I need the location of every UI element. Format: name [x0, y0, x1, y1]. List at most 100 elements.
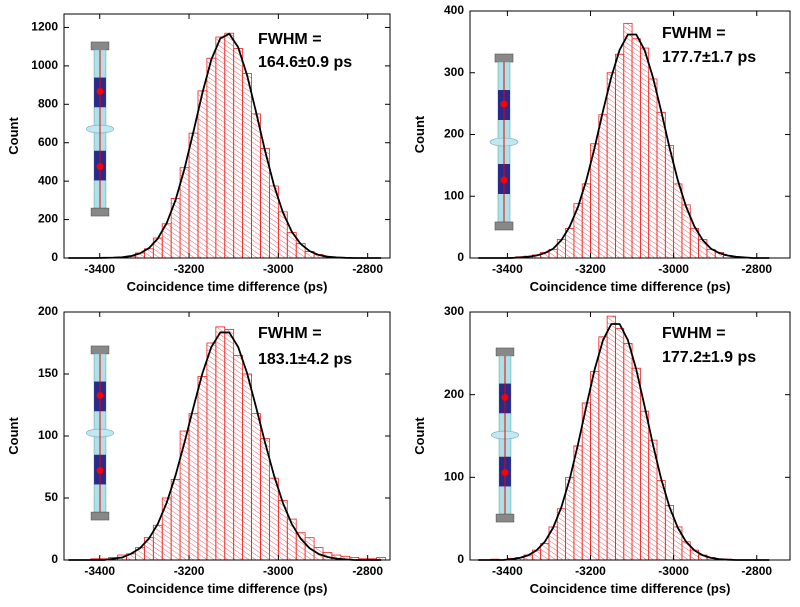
x-tick-label: -3000 — [263, 564, 294, 578]
histogram-bar — [252, 414, 261, 560]
x-axis-label: Coincidence time difference (ps) — [127, 581, 328, 596]
x-tick-label: -2800 — [352, 262, 383, 276]
y-tick-label: 50 — [45, 490, 59, 504]
histogram-bar — [657, 481, 665, 560]
x-tick-label: -3000 — [658, 262, 689, 276]
x-tick-label: -3000 — [263, 262, 294, 276]
histogram-bar — [225, 329, 234, 560]
histogram-bar — [243, 74, 252, 258]
y-tick-label: 400 — [38, 173, 58, 187]
histogram-bar — [189, 133, 198, 258]
histogram-bar — [615, 329, 623, 560]
annotation: FWHM = — [258, 325, 322, 342]
y-tick-label: 100 — [444, 470, 464, 484]
y-tick-label: 200 — [444, 387, 464, 401]
histogram-bar — [632, 368, 640, 560]
histogram-bar — [599, 337, 607, 560]
detector-illustration — [86, 346, 114, 520]
annotation: FWHM = — [258, 31, 322, 48]
y-tick-label: 1200 — [31, 20, 58, 34]
annotation: FWHM = — [662, 325, 726, 342]
y-tick-label: 400 — [444, 3, 464, 17]
x-axis-label: Coincidence time difference (ps) — [127, 279, 328, 294]
histogram-bar — [657, 112, 665, 258]
x-tick-label: -3400 — [492, 564, 523, 578]
annotation: 177.7±1.7 ps — [662, 49, 756, 66]
histogram-bar — [615, 54, 623, 258]
histogram-bar — [607, 73, 615, 258]
histogram-bar — [189, 414, 198, 560]
x-axis-label: Coincidence time difference (ps) — [530, 581, 731, 596]
histogram-bar — [234, 355, 243, 560]
y-tick-label: 1000 — [31, 58, 58, 72]
histogram-bar — [640, 48, 648, 258]
histogram-bar — [198, 376, 207, 560]
panel: 0 100 200 300 400 -3400 -3200 -3000 -2800 Coincid… — [412, 3, 790, 294]
y-tick-label: 150 — [38, 366, 58, 380]
y-tick-label: 200 — [38, 212, 58, 226]
detector-illustration — [86, 42, 114, 216]
panel: 050100150200-3400-3200-3000-2800Coincide… — [6, 304, 390, 596]
histogram-bar — [624, 23, 632, 258]
y-axis-label: Count — [6, 117, 21, 155]
histogram-bar — [252, 114, 261, 258]
y-axis-label: Count — [412, 417, 427, 455]
histogram-bar — [171, 479, 180, 560]
x-tick-label: -3200 — [575, 262, 606, 276]
annotation: FWHM = — [662, 25, 726, 42]
histogram-bar — [649, 79, 657, 258]
x-tick-label: -3400 — [84, 564, 115, 578]
y-tick-label: 100 — [38, 428, 58, 442]
annotation: 177.2±1.9 ps — [662, 349, 756, 366]
histogram-bar — [207, 58, 216, 258]
y-tick-label: 0 — [51, 552, 58, 566]
histogram-bar — [607, 316, 615, 560]
histogram-bar — [674, 184, 682, 258]
x-axis-label: Coincidence time difference (ps) — [530, 279, 731, 294]
x-tick-label: -2800 — [741, 262, 772, 276]
y-axis-label: Count — [6, 417, 21, 455]
histogram-bar — [198, 91, 207, 258]
histogram-bar — [591, 372, 599, 560]
annotation: 183.1±4.2 ps — [258, 351, 352, 368]
y-tick-label: 0 — [457, 552, 464, 566]
histogram-bar — [243, 374, 252, 560]
y-tick-label: 100 — [444, 188, 464, 202]
detector-illustration — [490, 54, 518, 230]
y-tick-label: 200 — [444, 127, 464, 141]
y-tick-label: 0 — [51, 250, 58, 264]
histogram-bar — [162, 498, 171, 560]
histogram-bar — [269, 478, 278, 560]
histogram-bar — [640, 411, 648, 560]
histogram-bar — [624, 343, 632, 560]
x-tick-label: -3000 — [658, 564, 689, 578]
x-tick-label: -3200 — [174, 564, 205, 578]
histogram-bar — [225, 33, 234, 258]
y-tick-label: 0 — [457, 250, 464, 264]
x-tick-label: -3400 — [492, 262, 523, 276]
histogram-bar — [582, 403, 590, 560]
histogram-bar — [216, 327, 225, 560]
y-tick-label: 300 — [444, 304, 464, 318]
histogram-bar — [216, 37, 225, 258]
x-tick-label: -3200 — [575, 564, 606, 578]
detector-illustration — [491, 348, 519, 522]
histogram-bar — [207, 343, 216, 560]
y-tick-label: 300 — [444, 65, 464, 79]
histogram-bar — [296, 533, 305, 560]
y-tick-label: 800 — [38, 96, 58, 110]
x-tick-label: -3200 — [174, 262, 205, 276]
x-tick-label: -2800 — [352, 564, 383, 578]
histogram-bar — [599, 115, 607, 258]
y-tick-label: 600 — [38, 135, 58, 149]
histogram-bar — [574, 446, 582, 560]
histogram-bar — [234, 49, 243, 258]
annotation: 164.6±0.9 ps — [258, 54, 352, 71]
x-tick-label: -3400 — [84, 262, 115, 276]
panel: 0 100 200 300 -3400 -3200 -3000 -2800 Coincidenc… — [412, 304, 790, 596]
y-axis-label: Count — [412, 115, 427, 153]
histogram-bar — [582, 184, 590, 258]
x-tick-label: -2800 — [741, 564, 772, 578]
